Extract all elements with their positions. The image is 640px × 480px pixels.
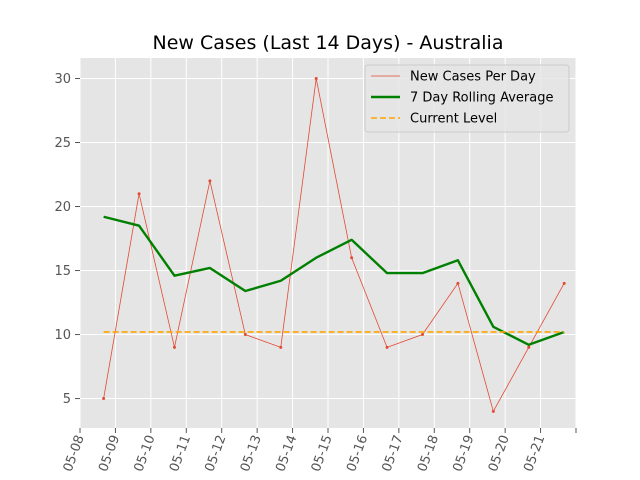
legend-label-new-cases-per-day: New Cases Per Day bbox=[410, 70, 536, 85]
series-line-new-cases-per-day bbox=[103, 78, 565, 413]
data-point bbox=[562, 281, 566, 285]
legend: New Cases Per Day 7 Day Rolling Average Cu… bbox=[364, 64, 570, 133]
data-point bbox=[102, 397, 106, 401]
data-point bbox=[350, 256, 354, 260]
y-tick-label: 25 bbox=[54, 136, 71, 151]
data-point bbox=[527, 345, 531, 349]
y-tick-label: 30 bbox=[54, 72, 71, 87]
data-point bbox=[137, 192, 141, 196]
y-tick-label: 20 bbox=[54, 200, 71, 215]
data-point bbox=[314, 76, 318, 80]
data-point bbox=[208, 179, 212, 183]
series-layer bbox=[102, 76, 566, 413]
data-point bbox=[420, 333, 424, 337]
legend-label-7-day-rolling-average: 7 Day Rolling Average bbox=[410, 91, 553, 106]
y-axis: 5 10 15 20 25 30 bbox=[54, 72, 80, 407]
data-point bbox=[279, 345, 283, 349]
series-line-7-day-rolling-average bbox=[103, 215, 565, 346]
y-tick-label: 5 bbox=[63, 392, 71, 407]
y-tick-label: 15 bbox=[54, 264, 71, 279]
data-point bbox=[385, 345, 389, 349]
data-point bbox=[172, 345, 176, 349]
grid bbox=[79, 58, 577, 428]
legend-box bbox=[364, 64, 570, 133]
data-point bbox=[243, 333, 247, 337]
data-point bbox=[491, 409, 495, 413]
data-point bbox=[456, 281, 460, 285]
legend-label-current-level: Current Level bbox=[410, 112, 497, 127]
y-tick-label: 10 bbox=[54, 328, 71, 343]
chart-title: New Cases (Last 14 Days) - Australia bbox=[153, 32, 504, 54]
